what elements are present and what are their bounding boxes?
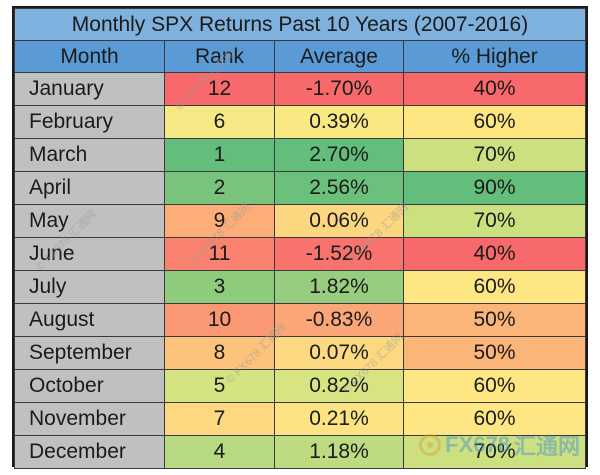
- average-cell: 2.70%: [274, 138, 404, 172]
- month-cell: December: [14, 435, 165, 469]
- month-cell: August: [14, 303, 165, 337]
- month-cell: October: [14, 369, 165, 403]
- average-cell: -1.52%: [274, 237, 404, 271]
- average-cell: 1.18%: [274, 435, 404, 469]
- average-cell: -1.70%: [274, 72, 404, 106]
- returns-table-container: Monthly SPX Returns Past 10 Years (2007-…: [12, 6, 588, 469]
- rank-cell: 7: [164, 402, 275, 436]
- higher-cell: 50%: [403, 336, 586, 370]
- rank-cell: 9: [164, 204, 275, 238]
- average-cell: 1.82%: [274, 270, 404, 304]
- month-cell: November: [14, 402, 165, 436]
- average-cell: 0.06%: [274, 204, 404, 238]
- month-cell: September: [14, 336, 165, 370]
- rank-cell: 12: [164, 72, 275, 106]
- higher-cell: 60%: [403, 270, 586, 304]
- rank-cell: 5: [164, 369, 275, 403]
- column-header-rank: Rank: [164, 40, 275, 73]
- column-header-higher: % Higher: [403, 40, 586, 73]
- month-cell: April: [14, 171, 165, 205]
- month-cell: May: [14, 204, 165, 238]
- column-header-average: Average: [274, 40, 404, 73]
- rank-cell: 3: [164, 270, 275, 304]
- table-row: September 8 0.07% 50%: [14, 336, 586, 370]
- higher-cell: 60%: [403, 369, 586, 403]
- rank-cell: 4: [164, 435, 275, 469]
- higher-cell: 40%: [403, 237, 586, 271]
- table-row: May 9 0.06% 70%: [14, 204, 586, 238]
- table-row: December 4 1.18% 70%: [14, 435, 586, 469]
- table-row: February 6 0.39% 60%: [14, 105, 586, 139]
- table-row: August 10 -0.83% 50%: [14, 303, 586, 337]
- month-cell: June: [14, 237, 165, 271]
- higher-cell: 60%: [403, 105, 586, 139]
- table-row: October 5 0.82% 60%: [14, 369, 586, 403]
- table-row: July 3 1.82% 60%: [14, 270, 586, 304]
- month-cell: July: [14, 270, 165, 304]
- rank-cell: 1: [164, 138, 275, 172]
- average-cell: 0.82%: [274, 369, 404, 403]
- rank-cell: 2: [164, 171, 275, 205]
- higher-cell: 60%: [403, 402, 586, 436]
- average-cell: 0.07%: [274, 336, 404, 370]
- month-cell: March: [14, 138, 165, 172]
- higher-cell: 70%: [403, 204, 586, 238]
- average-cell: 0.39%: [274, 105, 404, 139]
- table-row: November 7 0.21% 60%: [14, 402, 586, 436]
- higher-cell: 70%: [403, 138, 586, 172]
- header-row: Month Rank Average % Higher: [14, 40, 586, 73]
- rank-cell: 10: [164, 303, 275, 337]
- month-cell: January: [14, 72, 165, 106]
- returns-table: Monthly SPX Returns Past 10 Years (2007-…: [14, 8, 586, 469]
- table-title: Monthly SPX Returns Past 10 Years (2007-…: [14, 8, 586, 41]
- rank-cell: 8: [164, 336, 275, 370]
- table-row: April 2 2.56% 90%: [14, 171, 586, 205]
- average-cell: -0.83%: [274, 303, 404, 337]
- higher-cell: 40%: [403, 72, 586, 106]
- month-cell: February: [14, 105, 165, 139]
- higher-cell: 50%: [403, 303, 586, 337]
- table-row: January 12 -1.70% 40%: [14, 72, 586, 106]
- higher-cell: 90%: [403, 171, 586, 205]
- table-body: January 12 -1.70% 40% February 6 0.39% 6…: [14, 72, 586, 469]
- average-cell: 2.56%: [274, 171, 404, 205]
- column-header-month: Month: [14, 40, 165, 73]
- rank-cell: 6: [164, 105, 275, 139]
- higher-cell: 70%: [403, 435, 586, 469]
- average-cell: 0.21%: [274, 402, 404, 436]
- table-row: March 1 2.70% 70%: [14, 138, 586, 172]
- table-row: June 11 -1.52% 40%: [14, 237, 586, 271]
- rank-cell: 11: [164, 237, 275, 271]
